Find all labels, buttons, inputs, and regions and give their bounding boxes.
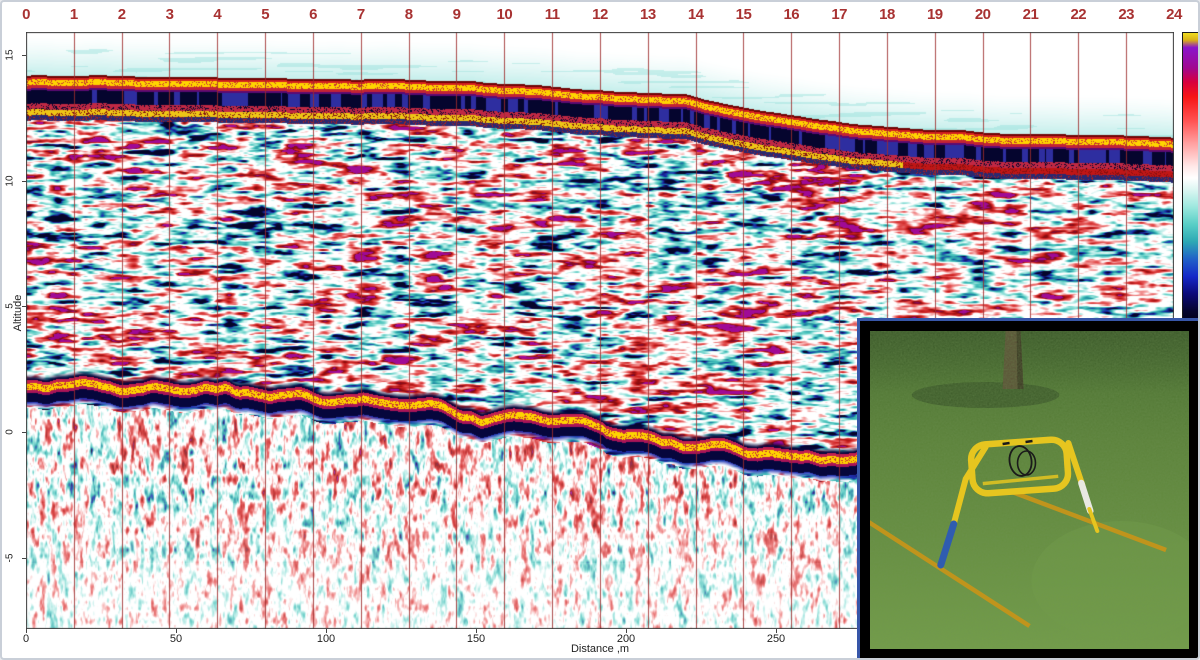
- colorbar: [1182, 32, 1198, 324]
- y-tick-label: -5: [4, 553, 16, 563]
- antenna-hinge-mark-left: [1002, 441, 1010, 446]
- x-tick-mark: [176, 629, 177, 633]
- antenna-cable-loop-inner: [1016, 450, 1037, 476]
- trace-number: 1: [69, 6, 78, 23]
- trace-number: 18: [879, 6, 895, 23]
- x-tick-label: 150: [466, 633, 486, 645]
- x-tick-mark: [476, 629, 477, 633]
- x-axis-title: Distance ,m: [570, 643, 630, 655]
- y-tick-mark: [22, 306, 26, 308]
- antenna-frame-group: [967, 436, 1072, 497]
- antenna-frame: [967, 436, 1072, 497]
- x-tick-mark: [626, 629, 627, 633]
- x-tick-mark: [776, 629, 777, 633]
- trace-number: 20: [974, 6, 991, 23]
- trace-number: 4: [213, 6, 222, 23]
- y-tick-mark: [22, 432, 26, 433]
- trace-number: 23: [1118, 6, 1134, 23]
- trace-number: 3: [165, 6, 174, 23]
- x-tick-label: 250: [766, 633, 786, 645]
- antenna-leg-right-tip: [1087, 507, 1100, 533]
- y-tick-mark: [22, 557, 26, 559]
- y-axis-title: Altitude: [12, 294, 24, 332]
- y-tick-mark: [22, 55, 26, 57]
- x-tick-label: 50: [169, 633, 183, 645]
- trace-number: 24: [1166, 6, 1182, 23]
- trace-number: 0: [22, 6, 30, 23]
- antenna-frame-rear-tube: [982, 474, 1059, 486]
- trace-number: 7: [356, 6, 365, 23]
- trace-number: 14: [687, 6, 704, 23]
- trace-number: 10: [496, 6, 513, 23]
- y-tick-mark: [22, 180, 26, 182]
- photo-inset: [857, 318, 1198, 658]
- x-tick-mark: [326, 629, 327, 633]
- trace-number: 5: [261, 6, 270, 23]
- antenna-ground-rod-right: [1008, 488, 1167, 553]
- trace-number: 11: [544, 6, 560, 23]
- antenna-leg-left-blue-sleeve: [937, 520, 958, 569]
- trace-number: 8: [404, 6, 413, 23]
- antenna-leg-right-white-sleeve: [1078, 479, 1094, 515]
- x-tick-label: 0: [22, 633, 30, 645]
- trace-number: 2: [117, 6, 126, 23]
- trace-number: 15: [735, 6, 752, 23]
- y-tick-label: 0: [4, 429, 16, 435]
- antenna: [870, 436, 1167, 628]
- x-tick-mark: [26, 629, 27, 633]
- antenna-leg-left-upper: [950, 444, 989, 527]
- trace-number: 22: [1070, 6, 1087, 23]
- trace-number: 12: [592, 6, 608, 23]
- x-tick-label: 100: [316, 633, 336, 645]
- photo-svg: [870, 331, 1189, 649]
- antenna-cable-loop-outer: [1008, 445, 1033, 477]
- antenna-hinge-mark-right: [1025, 439, 1033, 444]
- trace-number: 13: [639, 6, 656, 23]
- x-tick-label: 200: [616, 633, 636, 645]
- trace-number: 9: [452, 6, 461, 23]
- trace-number: 6: [309, 6, 317, 23]
- trace-number: 21: [1022, 6, 1039, 23]
- y-tick-label: 5: [4, 303, 16, 310]
- y-tick-label: 10: [4, 175, 16, 187]
- trace-number: 17: [831, 6, 847, 23]
- antenna-leg-right-upper: [1065, 440, 1086, 488]
- trace-number: 16: [783, 6, 800, 23]
- trace-number: 19: [926, 6, 943, 23]
- antenna-ground-rod-left: [870, 520, 1031, 628]
- y-tick-label: 15: [4, 49, 16, 61]
